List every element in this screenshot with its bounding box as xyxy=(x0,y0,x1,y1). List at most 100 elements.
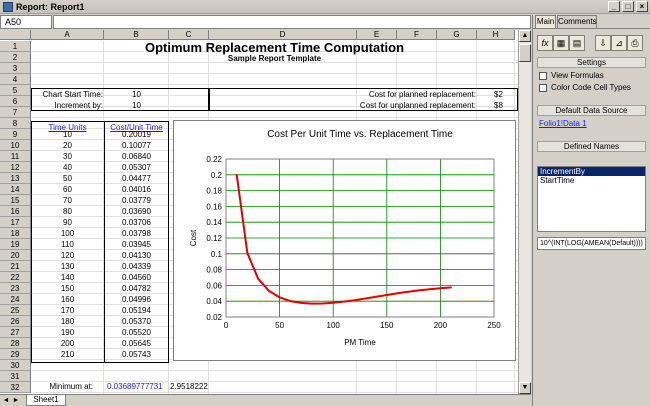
time-unit-cell[interactable]: 80 xyxy=(63,207,72,216)
formula-input[interactable] xyxy=(53,15,531,29)
row-header[interactable]: 16 xyxy=(0,206,31,217)
minimize-button[interactable]: _ xyxy=(608,1,620,12)
column-header[interactable]: B xyxy=(104,30,169,40)
time-unit-cell[interactable]: 170 xyxy=(60,306,75,315)
time-unit-cell[interactable]: 160 xyxy=(60,295,75,304)
column-header[interactable]: D xyxy=(209,30,357,40)
time-unit-cell[interactable]: 210 xyxy=(60,350,75,359)
close-button[interactable]: × xyxy=(636,1,648,12)
time-unit-cell[interactable]: 120 xyxy=(60,251,75,260)
row-header[interactable]: 18 xyxy=(0,228,31,239)
time-unit-cell[interactable]: 190 xyxy=(60,328,75,337)
row-header[interactable]: 26 xyxy=(0,316,31,327)
tab-next-icon[interactable]: ► xyxy=(12,397,20,404)
cost-cell[interactable]: 0.05520 xyxy=(122,328,151,337)
scroll-thumb[interactable] xyxy=(519,44,531,62)
cost-chart[interactable]: Cost Per Unit Time vs. Replacement Time 0… xyxy=(173,120,516,361)
row-header[interactable]: 12 xyxy=(0,162,31,173)
time-unit-cell[interactable]: 150 xyxy=(60,284,75,293)
row-header[interactable]: 9 xyxy=(0,129,31,140)
defined-name-item[interactable]: StartTime xyxy=(540,176,575,185)
tab-comments[interactable]: Comments xyxy=(557,15,597,28)
row-header[interactable]: 22 xyxy=(0,272,31,283)
cost-cell[interactable]: 0.04339 xyxy=(122,262,151,271)
row-header[interactable]: 29 xyxy=(0,349,31,360)
time-unit-cell[interactable]: 20 xyxy=(63,141,72,150)
minimum-cost-value[interactable]: 0.03689777731 xyxy=(107,382,163,391)
select-all-corner[interactable] xyxy=(0,30,31,40)
column-header[interactable]: F xyxy=(397,30,437,40)
cost-cell[interactable]: 0.05743 xyxy=(122,350,151,359)
row-header[interactable]: 15 xyxy=(0,195,31,206)
row-header[interactable]: 5 xyxy=(0,85,31,96)
row-header[interactable]: 21 xyxy=(0,261,31,272)
row-header[interactable]: 25 xyxy=(0,305,31,316)
chart-icon[interactable]: ⊿ xyxy=(611,35,627,51)
table-icon[interactable]: ▦ xyxy=(553,35,569,51)
cost-cell[interactable]: 0.04477 xyxy=(122,174,151,183)
cost-cell[interactable]: 0.03779 xyxy=(122,196,151,205)
cost-cell[interactable]: 0.04560 xyxy=(122,273,151,282)
vertical-scrollbar[interactable]: ▲ ▼ xyxy=(518,30,531,394)
row-header[interactable]: 17 xyxy=(0,217,31,228)
cost-cell[interactable]: 0.03706 xyxy=(122,218,151,227)
cell-reference-box[interactable]: A50 xyxy=(0,15,52,29)
name-formula-field[interactable]: 10^(INT(LOG(AMEAN(Default)))) xyxy=(537,237,646,250)
time-unit-cell[interactable]: 90 xyxy=(63,218,72,227)
increment-value[interactable]: 10 xyxy=(132,101,141,110)
time-unit-cell[interactable]: 180 xyxy=(60,317,75,326)
row-header[interactable]: 32 xyxy=(0,382,31,393)
scroll-up-icon[interactable]: ▲ xyxy=(519,30,531,42)
sheet-tab[interactable]: Sheet1 xyxy=(26,395,66,406)
tab-main[interactable]: Main xyxy=(535,15,556,29)
cost-cell[interactable]: 0.05194 xyxy=(122,306,151,315)
cost-cell[interactable]: 0.04016 xyxy=(122,185,151,194)
row-header[interactable]: 28 xyxy=(0,338,31,349)
unplanned-cost-value[interactable]: $8 xyxy=(494,101,503,110)
cost-cell[interactable]: 0.05307 xyxy=(122,163,151,172)
cost-cell[interactable]: 0.03690 xyxy=(122,207,151,216)
row-header[interactable]: 20 xyxy=(0,250,31,261)
column-header[interactable]: E xyxy=(357,30,397,40)
time-unit-cell[interactable]: 60 xyxy=(63,185,72,194)
row-header[interactable]: 30 xyxy=(0,360,31,371)
row-header[interactable]: 10 xyxy=(0,140,31,151)
time-unit-cell[interactable]: 110 xyxy=(61,240,74,249)
export-icon[interactable]: ⇩ xyxy=(595,35,611,51)
time-unit-cell[interactable]: 200 xyxy=(60,339,75,348)
row-header[interactable]: 14 xyxy=(0,184,31,195)
row-header[interactable]: 31 xyxy=(0,371,31,382)
row-header[interactable]: 11 xyxy=(0,151,31,162)
time-unit-cell[interactable]: 10 xyxy=(63,130,72,139)
column-header[interactable]: A xyxy=(31,30,104,40)
time-unit-cell[interactable]: 50 xyxy=(63,174,72,183)
row-header[interactable]: 23 xyxy=(0,283,31,294)
cost-cell[interactable]: 0.05370 xyxy=(122,317,151,326)
tab-prev-icon[interactable]: ◄ xyxy=(2,397,10,404)
column-header[interactable]: G xyxy=(437,30,477,40)
row-header[interactable]: 19 xyxy=(0,239,31,250)
row-header[interactable]: 27 xyxy=(0,327,31,338)
row-header[interactable]: 7 xyxy=(0,107,31,118)
cost-cell[interactable]: 0.03798 xyxy=(122,229,151,238)
cost-cell[interactable]: 0.03945 xyxy=(122,240,151,249)
row-header[interactable]: 4 xyxy=(0,74,31,85)
time-unit-cell[interactable]: 100 xyxy=(60,229,75,238)
time-unit-cell[interactable]: 40 xyxy=(63,163,72,172)
fx-icon[interactable]: fx xyxy=(537,35,553,51)
cost-cell[interactable]: 0.04130 xyxy=(122,251,151,260)
maximize-button[interactable]: □ xyxy=(622,1,634,12)
row-header[interactable]: 3 xyxy=(0,63,31,74)
planned-cost-value[interactable]: $2 xyxy=(494,90,503,99)
view-formulas-checkbox[interactable] xyxy=(539,72,547,80)
column-header[interactable]: H xyxy=(477,30,515,40)
scroll-down-icon[interactable]: ▼ xyxy=(519,382,531,394)
row-header[interactable]: 24 xyxy=(0,294,31,305)
grid-icon[interactable]: ▤ xyxy=(569,35,585,51)
chart-start-value[interactable]: 10 xyxy=(132,90,141,99)
column-header[interactable]: C xyxy=(169,30,209,40)
defined-names-list[interactable]: IncrementBy StartTime xyxy=(537,166,646,232)
color-code-checkbox[interactable] xyxy=(539,84,547,92)
cost-cell[interactable]: 0.06840 xyxy=(122,152,151,161)
